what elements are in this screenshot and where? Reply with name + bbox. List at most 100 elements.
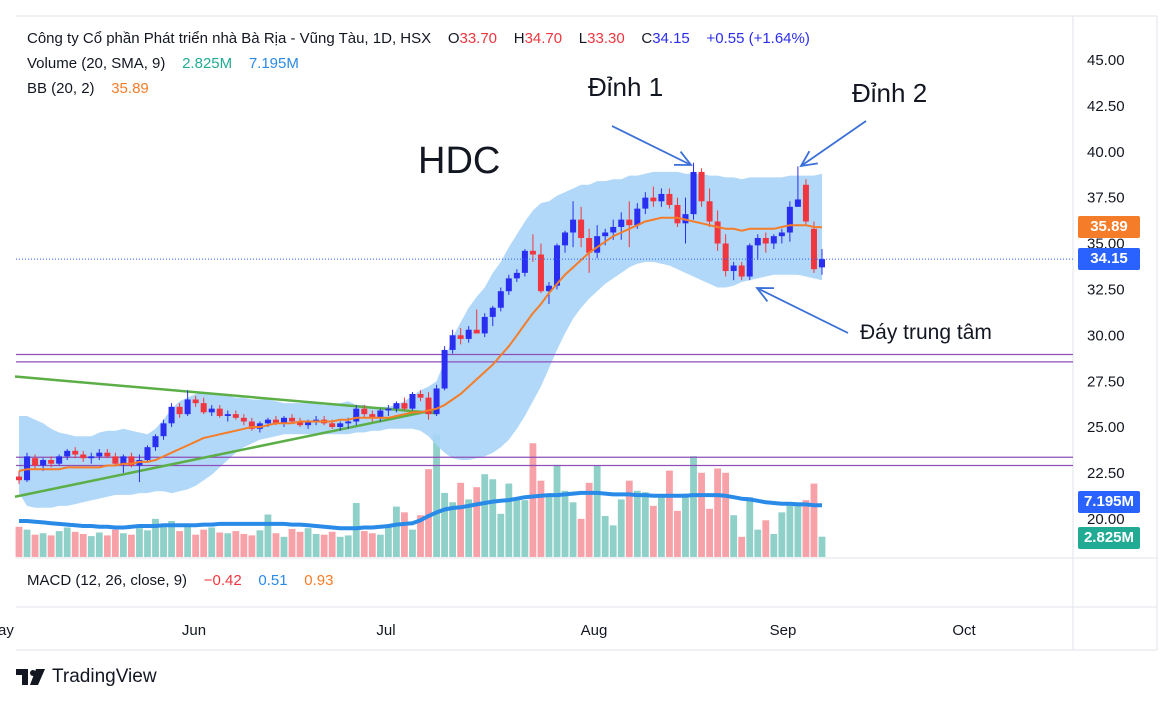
volume-bar <box>481 474 489 557</box>
candle-body <box>297 421 304 426</box>
candle-body <box>545 285 552 292</box>
volume-label: Volume (20, SMA, 9) <box>27 55 166 72</box>
candle-body <box>666 193 673 205</box>
volume-bar <box>722 472 730 557</box>
close-label: C <box>641 30 653 47</box>
y-tick-label: 37.50 <box>1087 190 1125 207</box>
volume-bar <box>208 527 216 557</box>
volume-bar <box>360 531 368 557</box>
bb-basis-line <box>18 216 823 472</box>
candle-body <box>240 417 247 422</box>
candle-body <box>738 265 745 277</box>
mid-bottom-annotation: Đáy trung tâm <box>860 321 992 344</box>
volume-bar <box>714 468 722 557</box>
candle-body <box>634 208 641 226</box>
volume-bar <box>433 434 440 557</box>
volume-last-badge: 2.825M <box>1078 527 1140 549</box>
volume-bar <box>545 493 553 557</box>
candle-body <box>64 450 71 457</box>
volume-bar <box>417 515 424 557</box>
peak2-arrow <box>800 120 867 167</box>
volume-bar <box>264 514 272 557</box>
candle-body <box>40 460 47 466</box>
volume-bar <box>128 534 135 557</box>
tradingview-brand[interactable]: TradingView <box>16 666 157 688</box>
candle-body <box>778 232 785 237</box>
candle-body <box>56 456 63 464</box>
volume-bar <box>706 508 713 557</box>
volume-bar <box>649 505 657 557</box>
candle-body <box>385 408 392 411</box>
y-tick-label: 27.50 <box>1087 373 1125 390</box>
volume-bar <box>296 531 304 557</box>
candle-body <box>184 399 191 415</box>
symbol-legend[interactable]: Công ty Cổ phần Phát triển nhà Bà Rịa - … <box>27 30 810 47</box>
volume-bar <box>31 534 39 557</box>
volume-bar <box>553 464 561 557</box>
candle-body <box>562 232 569 246</box>
candle-body <box>770 236 777 244</box>
volume-bar <box>738 536 746 557</box>
peak1-arrow-head <box>673 151 693 166</box>
volume-bar <box>513 497 521 557</box>
volume-bar <box>690 456 697 557</box>
candle-body <box>570 219 577 233</box>
candle-body <box>554 245 561 286</box>
x-tick-label: Jul <box>376 622 395 639</box>
candle-body <box>642 197 649 209</box>
volume-bar <box>87 536 95 557</box>
candle-body <box>264 419 271 424</box>
bollinger-band <box>19 171 822 508</box>
volume-bar <box>497 513 505 557</box>
candle-body <box>521 250 528 273</box>
volume-bar <box>384 524 392 557</box>
volume-bar <box>666 470 673 557</box>
volume-legend[interactable]: Volume (20, SMA, 9) 2.825M 7.195M <box>27 55 299 72</box>
candle-body <box>650 197 657 202</box>
volume-bar <box>641 492 649 557</box>
close-value: 34.15 <box>652 30 690 47</box>
candle-body <box>602 232 609 237</box>
peak2-arrow-head <box>799 150 818 168</box>
volume-bar <box>119 533 127 557</box>
candle-body <box>224 414 231 416</box>
y-tick-label: 32.50 <box>1087 282 1125 299</box>
volume-bar <box>505 483 513 557</box>
volume-bar <box>176 531 183 557</box>
candle-body <box>449 335 456 350</box>
volume-sma-line <box>19 490 822 531</box>
volume-bar <box>248 535 256 557</box>
candle-body <box>537 254 544 292</box>
candle-body <box>104 452 111 457</box>
volume-bar <box>200 529 208 557</box>
volume-bar <box>192 534 200 557</box>
bb-label: BB (20, 2) <box>27 80 95 97</box>
volume-bar <box>376 534 384 557</box>
volume-bar <box>425 469 432 557</box>
volume-bar <box>529 443 537 557</box>
candle-body <box>409 393 416 409</box>
candle-body <box>497 291 504 308</box>
candle-body <box>473 329 480 334</box>
candle-body <box>200 403 207 413</box>
candle-body <box>32 458 39 466</box>
candle-body <box>192 399 199 404</box>
candle-body <box>513 272 520 279</box>
candle-body <box>289 417 296 422</box>
volume-bar <box>601 515 609 557</box>
candle-body <box>586 237 593 253</box>
volume-bar <box>216 532 224 557</box>
candle-body <box>96 452 103 457</box>
volume-bar <box>521 500 529 557</box>
volume-bar <box>770 533 778 557</box>
bb-legend[interactable]: BB (20, 2) 35.89 <box>27 80 149 97</box>
candle-body <box>594 236 601 253</box>
candle-body <box>128 456 135 466</box>
bb-value: 35.89 <box>111 80 149 97</box>
volume-bar <box>617 499 625 557</box>
candle-body <box>786 206 793 233</box>
candle-body <box>457 335 464 339</box>
macd-legend[interactable]: MACD (12, 26, close, 9) −0.42 0.51 0.93 <box>27 572 334 589</box>
volume-bar <box>168 521 175 557</box>
